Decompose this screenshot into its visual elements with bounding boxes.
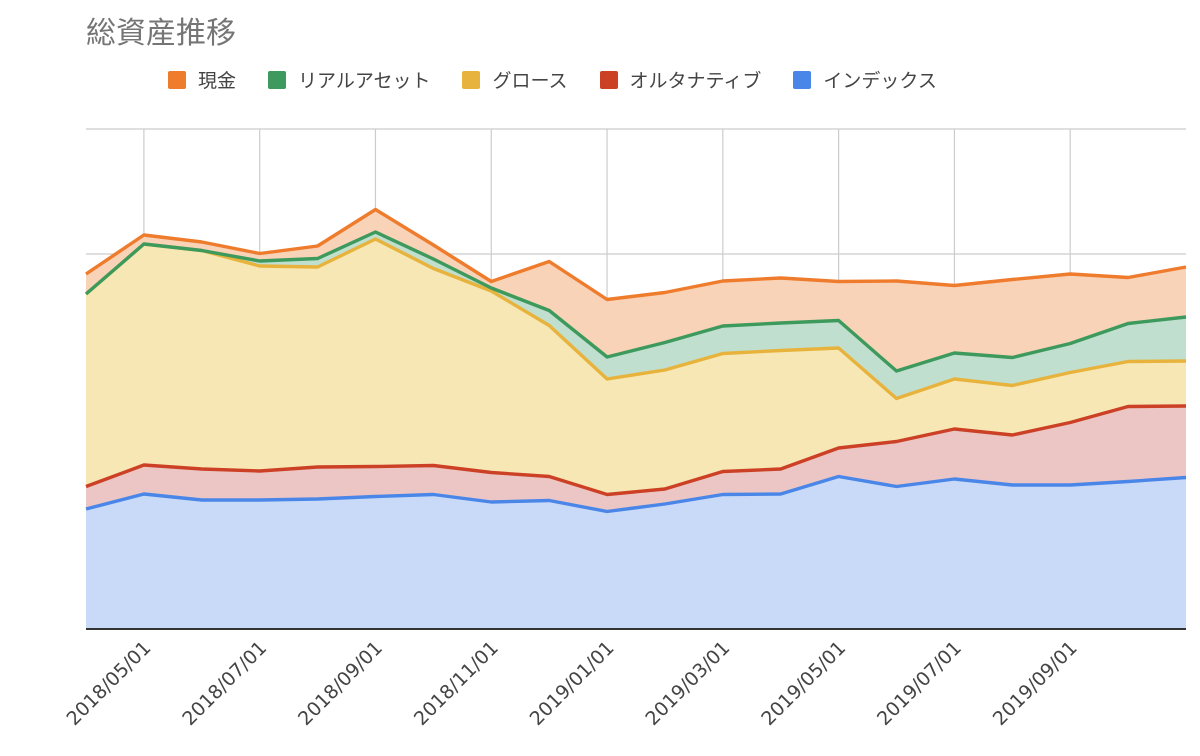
area-現金 bbox=[86, 209, 1186, 371]
legend-item[interactable]: オルタナティブ bbox=[599, 66, 762, 93]
series-line-オルタナティブ bbox=[85, 404, 1187, 497]
x-tick-label: 2019/03/01 bbox=[641, 637, 734, 730]
area-インデックス bbox=[86, 476, 1186, 629]
x-tick-label: 2018/07/01 bbox=[178, 637, 271, 730]
area-グロース bbox=[86, 239, 1186, 495]
x-tick-label: 2019/09/01 bbox=[989, 637, 1082, 730]
legend: 現金 リアルアセット グロース オルタナティブ インデックス bbox=[168, 66, 969, 93]
legend-swatch bbox=[793, 70, 812, 89]
legend-label: インデックス bbox=[823, 70, 937, 92]
x-tick-label: 2018/11/01 bbox=[410, 637, 503, 730]
legend-swatch bbox=[168, 70, 186, 89]
series-line-インデックス bbox=[85, 474, 1187, 514]
series-line-グロース bbox=[84, 237, 1187, 401]
legend-label: グロース bbox=[492, 70, 568, 92]
legend-label: 現金 bbox=[198, 70, 237, 92]
legend-item[interactable]: グロース bbox=[462, 66, 568, 93]
legend-label: オルタナティブ bbox=[629, 70, 762, 92]
area-fills bbox=[86, 209, 1186, 629]
series-lines bbox=[84, 207, 1187, 514]
legend-label: リアルアセット bbox=[298, 70, 431, 92]
legend-item[interactable]: 現金 bbox=[168, 66, 236, 93]
x-tick-label: 2019/07/01 bbox=[873, 637, 966, 730]
chart-title: 総資産推移 bbox=[86, 16, 236, 51]
x-tick-label: 2018/05/01 bbox=[62, 637, 155, 730]
area-オルタナティブ bbox=[86, 406, 1186, 512]
legend-swatch bbox=[462, 70, 481, 89]
x-tick-label: 2019/01/01 bbox=[526, 637, 619, 730]
x-tick-label: 2018/09/01 bbox=[294, 637, 387, 730]
legend-item[interactable]: リアルアセット bbox=[268, 66, 430, 93]
legend-swatch bbox=[599, 70, 618, 89]
area-リアルアセット bbox=[86, 232, 1186, 399]
x-tick-labels: 2018/05/01 2018/07/01 2018/09/01 2018/11/01… bbox=[62, 637, 1081, 730]
series-line-現金 bbox=[85, 207, 1187, 302]
legend-swatch bbox=[268, 70, 287, 89]
x-tick-label: 2019/05/01 bbox=[757, 637, 850, 730]
series-line-リアルアセット bbox=[84, 230, 1187, 373]
legend-item[interactable]: インデックス bbox=[793, 66, 937, 93]
